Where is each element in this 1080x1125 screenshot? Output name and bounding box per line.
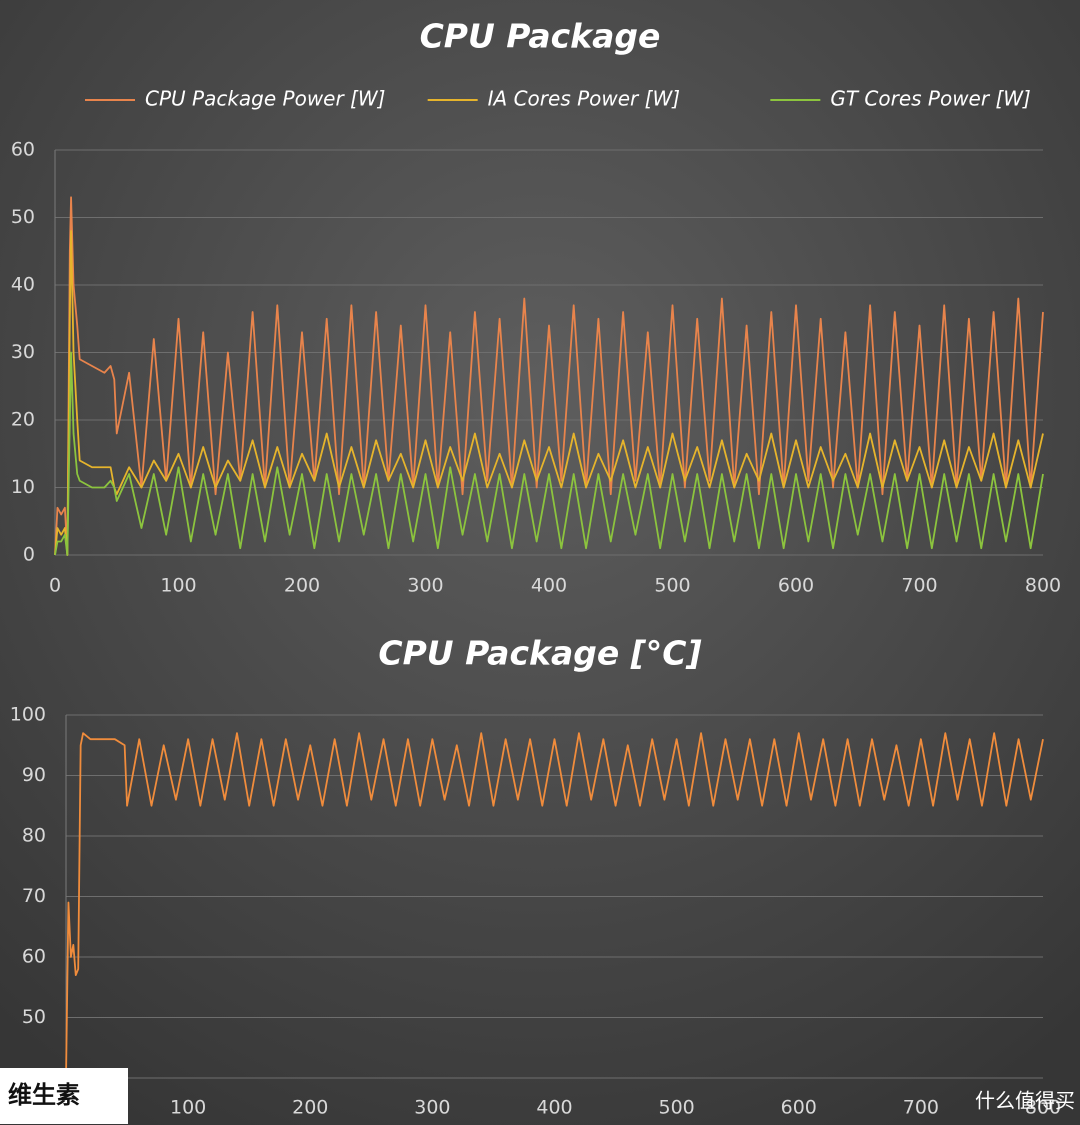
chart-title: CPU Package [°C]: [378, 634, 701, 673]
legend-label: GT Cores Power [W]: [830, 87, 1030, 111]
chart-title: CPU Package: [420, 17, 661, 56]
x-tick-label: 500: [658, 1097, 694, 1119]
series-line: [65, 732, 1044, 1079]
y-tick-label: 60: [11, 139, 35, 161]
x-tick-label: 800: [1025, 575, 1061, 597]
y-tick-label: 10: [11, 476, 35, 498]
x-tick-label: 400: [536, 1097, 572, 1119]
x-tick-label: 500: [654, 575, 690, 597]
x-tick-label: 300: [414, 1097, 450, 1119]
y-tick-label: 50: [22, 1006, 46, 1028]
y-tick-label: 50: [11, 206, 35, 228]
series-line: [54, 230, 1044, 556]
logo-box: [0, 1068, 128, 1124]
x-tick-label: 100: [160, 575, 196, 597]
y-tick-label: 0: [23, 544, 35, 566]
legend-label: IA Cores Power [W]: [488, 87, 680, 111]
x-tick-label: 600: [781, 1097, 817, 1119]
y-tick-label: 90: [22, 764, 46, 786]
x-tick-label: 400: [531, 575, 567, 597]
x-tick-label: 700: [901, 575, 937, 597]
legend-label: CPU Package Power [W]: [145, 87, 385, 111]
x-tick-label: 600: [778, 575, 814, 597]
y-tick-label: 40: [11, 274, 35, 296]
logo-right: 什么值得买: [975, 1089, 1075, 1113]
x-tick-label: 700: [903, 1097, 939, 1119]
y-tick-label: 20: [11, 409, 35, 431]
y-tick-label: 60: [22, 946, 46, 968]
y-tick-label: 70: [22, 885, 46, 907]
y-tick-label: 30: [11, 341, 35, 363]
x-tick-label: 300: [407, 575, 443, 597]
x-tick-label: 800: [1025, 1097, 1061, 1119]
x-tick-label: 0: [49, 575, 61, 597]
y-tick-label: 80: [22, 825, 46, 847]
x-tick-label: 200: [284, 575, 320, 597]
x-tick-label: 100: [170, 1097, 206, 1119]
x-tick-label: 200: [292, 1097, 328, 1119]
y-tick-label: 100: [10, 704, 46, 726]
logo-left: 维生素: [8, 1081, 80, 1109]
series-line: [54, 196, 1044, 556]
series-line: [54, 351, 1044, 556]
